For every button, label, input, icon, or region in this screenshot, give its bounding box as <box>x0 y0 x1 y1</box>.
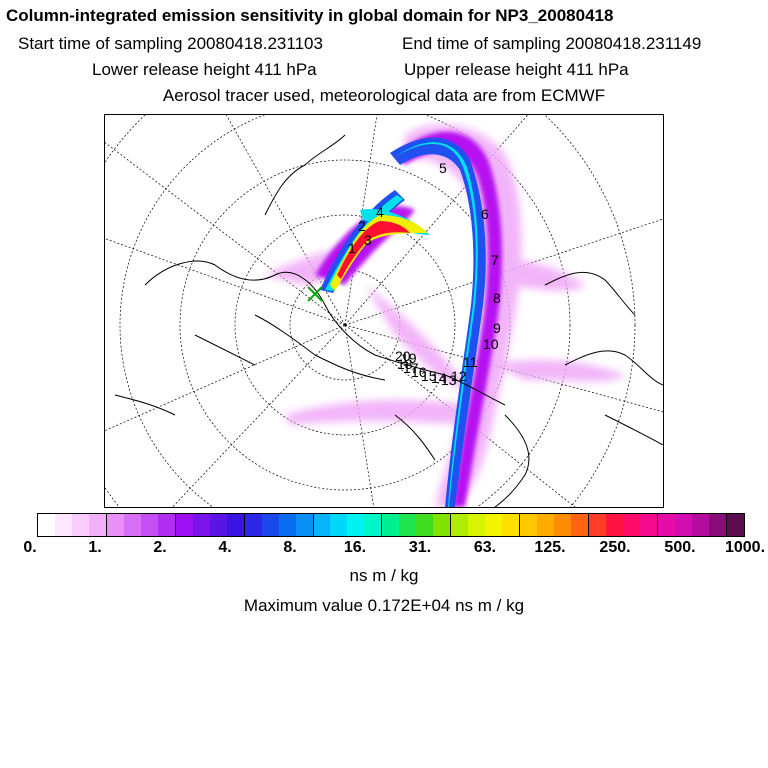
colorbar-segment <box>433 514 452 536</box>
upper-release-height-label: Upper release height 411 hPa <box>404 60 629 79</box>
colorbar-segment <box>54 514 72 536</box>
colorbar-segment <box>192 514 210 536</box>
colorbar-tick-label: 250. <box>599 539 631 556</box>
lower-release-height-label: Lower release height 411 hPa <box>92 60 317 79</box>
start-time-label: Start time of sampling 20080418.231103 <box>18 34 323 53</box>
colorbar-segment <box>502 514 521 536</box>
colorbar-segment <box>330 514 348 536</box>
day-label-10: 10 <box>483 336 499 352</box>
day-labels: 1 2 3 4 5 6 7 8 9 10 11 12 13 14 15 16 1… <box>348 160 501 388</box>
end-time-label: End time of sampling 20080418.231149 <box>402 34 702 53</box>
colorbar-segment <box>589 514 606 536</box>
colorbar-segment <box>295 514 314 536</box>
colorbar-segment <box>38 514 55 536</box>
day-label-3: 3 <box>364 232 372 248</box>
units-label: ns m / kg <box>349 566 419 585</box>
colorbar-segment <box>657 514 675 536</box>
colorbar-segment <box>347 514 365 536</box>
polar-map-panel: 1 2 3 4 5 6 7 8 9 10 11 12 13 14 15 16 1… <box>104 114 664 508</box>
colorbar-tick-label: 125. <box>534 539 566 556</box>
colorbar-segment <box>175 514 193 536</box>
colorbar-segment <box>313 514 331 536</box>
day-label-12: 12 <box>451 368 467 384</box>
day-label-13: 13 <box>441 372 457 388</box>
colorbar-tick-label: 16. <box>343 539 367 556</box>
colorbar-segment <box>140 514 158 536</box>
release-point-marker <box>307 286 323 302</box>
colorbar-tick-label: 1000. <box>724 539 766 556</box>
colorbar-segment <box>639 514 658 536</box>
colorbar-tick-label: 63. <box>473 539 497 556</box>
colorbar-segment <box>468 514 486 536</box>
colorbar-segment <box>537 514 555 536</box>
colorbar-segment <box>123 514 141 536</box>
colorbar-segment <box>674 514 692 536</box>
day-label-2: 2 <box>358 218 366 234</box>
day-label-17: 17 <box>403 360 419 376</box>
graticule-meridians <box>105 115 663 507</box>
colorbar-segment <box>520 514 538 536</box>
colorbar-segment <box>278 514 296 536</box>
colorbar-segment <box>106 514 124 536</box>
day-label-8: 8 <box>493 290 501 306</box>
colorbar-segment <box>71 514 89 536</box>
colorbar-segment <box>226 514 245 536</box>
colorbar-tick-label: 500. <box>664 539 696 556</box>
day-label-1: 1 <box>348 240 356 256</box>
day-label-14: 14 <box>431 370 447 386</box>
colorbar-segment <box>261 514 279 536</box>
map-canvas: 1 2 3 4 5 6 7 8 9 10 11 12 13 14 15 16 1… <box>105 115 663 507</box>
colorbar-tick-label: 2. <box>153 539 167 556</box>
coastlines <box>114 134 663 507</box>
colorbar-segment <box>571 514 589 536</box>
plume-high-sensitivity <box>330 215 427 291</box>
day-label-9: 9 <box>493 320 501 336</box>
colorbar-segment <box>416 514 434 536</box>
day-label-18: 18 <box>397 356 413 372</box>
day-label-16: 16 <box>411 364 427 380</box>
colorbar-tick-label: 0. <box>23 539 37 556</box>
colorbar-segment <box>726 514 744 536</box>
colorbar-segment <box>622 514 640 536</box>
colorbar-segment <box>485 514 503 536</box>
colorbar-tick-label: 1. <box>88 539 102 556</box>
day-label-20: 20 <box>395 348 411 364</box>
colorbar-tick-label: 31. <box>408 539 432 556</box>
colorbar-segment <box>382 514 400 536</box>
colorbar-segment <box>451 514 469 536</box>
colorbar-segment <box>364 514 383 536</box>
colorbar-segment <box>244 514 262 536</box>
day-label-5: 5 <box>439 160 447 176</box>
plot-title: Column-integrated emission sensitivity i… <box>6 6 614 25</box>
colorbar-tick-label: 4. <box>218 539 232 556</box>
day-label-15: 15 <box>421 368 437 384</box>
colorbar-segment <box>708 514 727 536</box>
colorbar-segment <box>691 514 709 536</box>
day-label-19: 19 <box>401 350 417 366</box>
tracer-info-label: Aerosol tracer used, meteorological data… <box>162 86 606 105</box>
plume-low-sensitivity <box>265 124 625 507</box>
colorbar-segment <box>88 514 107 536</box>
graticule-latitudes <box>105 115 636 507</box>
day-label-6: 6 <box>481 206 489 222</box>
max-value-label: Maximum value 0.172E+04 ns m / kg <box>243 596 525 615</box>
colorbar-segment <box>399 514 417 536</box>
colorbar-segment <box>605 514 623 536</box>
colorbar <box>37 513 745 537</box>
colorbar-segment <box>554 514 572 536</box>
day-label-7: 7 <box>491 252 499 268</box>
colorbar-segment <box>209 514 227 536</box>
day-label-4: 4 <box>376 204 384 220</box>
colorbar-tick-label: 8. <box>283 539 297 556</box>
day-label-11: 11 <box>463 354 478 370</box>
colorbar-segment <box>157 514 176 536</box>
